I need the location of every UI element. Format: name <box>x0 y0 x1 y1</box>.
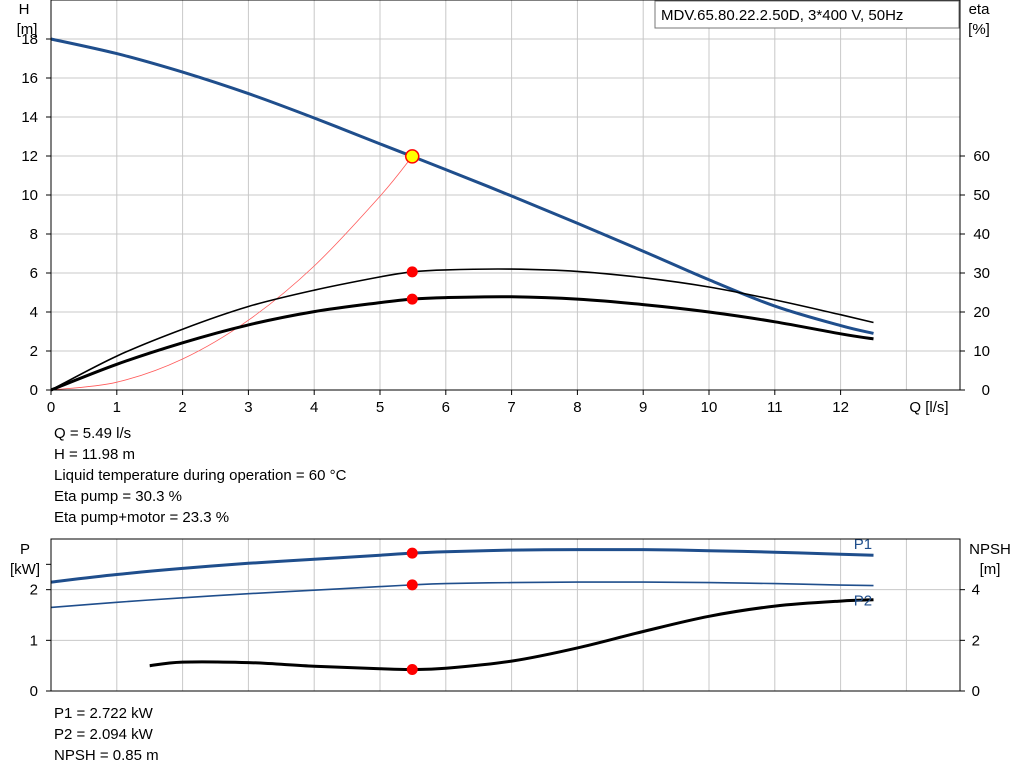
bottom-chart-grid <box>51 539 960 691</box>
h-curve <box>50 37 874 335</box>
bottom-chart-ticks: 0 1 2 0 2 4 <box>30 563 980 700</box>
x-tick-label: 6 <box>442 399 450 416</box>
top-chart-markers <box>404 149 420 305</box>
y-tick-label: 14 <box>21 109 38 126</box>
info-liquid-temperature: Liquid temperature during operation = 60… <box>54 467 347 484</box>
p1-curve <box>50 548 874 584</box>
top-chart: 0 1 2 3 4 5 6 7 8 9 10 11 12024681012141618010203040… <box>17 0 991 416</box>
y-tick-label: 4 <box>30 304 38 321</box>
x-tick-label: 8 <box>573 399 581 416</box>
y-tick-label: 8 <box>30 226 38 243</box>
duty-point-dot <box>406 579 418 591</box>
duty-point-dot <box>406 547 418 559</box>
y-tick-label: 0 <box>30 382 38 399</box>
info-eta-pump-motor: Eta pump+motor = 23.3 % <box>54 509 230 526</box>
y2-tick-label: 50 <box>973 187 990 204</box>
top-y-label-line1: H <box>19 1 30 18</box>
x-tick-label: 2 <box>178 399 186 416</box>
y2-tick-label: 2 <box>972 632 980 649</box>
top-chart-ticks: 0 1 2 3 4 5 6 7 8 9 10 11 12024681012141618010203040… <box>21 31 990 416</box>
y-tick-label: 16 <box>21 70 38 87</box>
bottom-y2-label-line1: NPSH <box>969 541 1011 558</box>
bottom-chart: P1 P2 0 1 2 0 2 4 P [kW] NPSH [m] <box>10 536 1011 700</box>
p1-label: P1 <box>854 536 872 553</box>
x-tick-label: 10 <box>701 399 718 416</box>
power-info: P1 = 2.722 kW P2 = 2.094 kW NPSH = 0.85 … <box>54 703 159 766</box>
top-y2-label-line1: eta <box>969 1 991 18</box>
y2-tick-label: 0 <box>982 382 990 399</box>
y2-tick-label: 4 <box>972 582 980 599</box>
eta-pump-curve <box>50 268 874 391</box>
system-curve-curve <box>50 156 413 391</box>
y2-tick-label: 20 <box>973 304 990 321</box>
bottom-y-label-line1: P <box>20 541 30 558</box>
npsh-curve <box>149 598 874 672</box>
y-tick-label: 6 <box>30 265 38 282</box>
duty-point-dot <box>406 663 418 675</box>
bottom-chart-markers <box>406 547 418 675</box>
info-p2: P2 = 2.094 kW <box>54 726 153 743</box>
y-tick-label: 2 <box>30 582 38 599</box>
x-tick-label: 11 <box>767 399 783 416</box>
duty-point-info: Q = 5.49 l/s H = 11.98 m Liquid temperat… <box>54 423 346 528</box>
eta-pump-motor-curve <box>50 295 874 392</box>
x-tick-label: 12 <box>832 399 849 416</box>
bottom-chart-frame <box>50 538 961 692</box>
x-tick-label: 7 <box>507 399 515 416</box>
duty-point-dot <box>406 266 418 278</box>
info-flow: Q = 5.49 l/s <box>54 425 132 442</box>
top-y-label-line2: [m] <box>17 21 38 38</box>
y-tick-label: 18 <box>21 31 38 48</box>
top-y2-label-line2: [%] <box>968 21 990 38</box>
info-eta-pump: Eta pump = 30.3 % <box>54 488 182 505</box>
duty-point-marker <box>404 149 420 164</box>
x-tick-label: 1 <box>113 399 121 416</box>
top-chart-series <box>50 37 874 392</box>
p2-label: P2 <box>854 593 872 610</box>
y-tick-label: 10 <box>21 187 38 204</box>
model-title-box <box>654 0 960 29</box>
top-x-label: Q [l/s] <box>909 399 948 416</box>
y-tick-label: 2 <box>30 343 38 360</box>
info-npsh: NPSH = 0.85 m <box>54 747 159 764</box>
x-tick-label: 0 <box>47 399 55 416</box>
y-tick-label: 0 <box>30 683 38 700</box>
bottom-chart-series: P1 P2 <box>50 536 874 672</box>
y2-tick-label: 40 <box>973 226 990 243</box>
x-tick-label: 5 <box>376 399 384 416</box>
x-tick-label: 3 <box>244 399 252 416</box>
x-tick-label: 9 <box>639 399 647 416</box>
y2-tick-label: 60 <box>973 148 990 165</box>
y-tick-label: 1 <box>30 632 38 649</box>
bottom-y2-label-line2: [m] <box>980 561 1001 578</box>
duty-point-dot <box>406 293 418 305</box>
x-tick-label: 4 <box>310 399 318 416</box>
y-tick-label: 12 <box>21 148 38 165</box>
y2-tick-label: 10 <box>973 343 990 360</box>
model-title: MDV.65.80.22.2.50D, 3*400 V, 50Hz <box>661 7 903 24</box>
p2-curve <box>50 581 874 609</box>
top-chart-frame <box>50 0 961 391</box>
y2-tick-label: 0 <box>972 683 980 700</box>
info-p1: P1 = 2.722 kW <box>54 705 153 722</box>
bottom-y-label-line2: [kW] <box>10 561 40 578</box>
info-head: H = 11.98 m <box>54 446 136 463</box>
y2-tick-label: 30 <box>973 265 990 282</box>
